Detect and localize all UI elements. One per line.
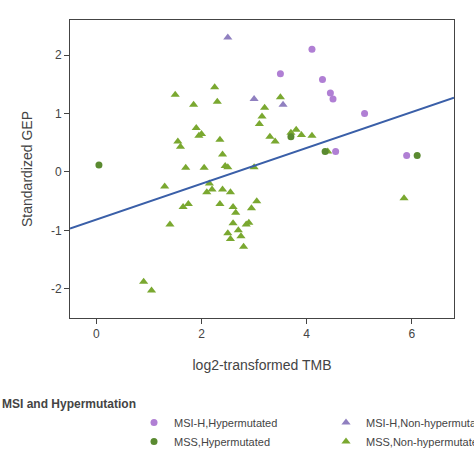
svg-text:MSI and Hypermutation: MSI and Hypermutation [2, 397, 136, 411]
svg-text:MSS,Non-hypermutated: MSS,Non-hypermutated [366, 436, 474, 448]
svg-text:-1: -1 [51, 224, 62, 238]
svg-text:0: 0 [93, 327, 100, 341]
svg-text:Standardized GEP: Standardized GEP [19, 111, 35, 227]
svg-text:2: 2 [198, 327, 205, 341]
svg-text:4: 4 [303, 327, 310, 341]
svg-text:log2-transformed TMB: log2-transformed TMB [192, 357, 331, 373]
svg-text:6: 6 [409, 327, 416, 341]
svg-text:-2: -2 [51, 282, 62, 296]
svg-text:1: 1 [55, 107, 62, 121]
svg-text:MSI-H,Non-hypermutated: MSI-H,Non-hypermutated [366, 417, 474, 429]
svg-text:2: 2 [55, 48, 62, 62]
svg-text:0: 0 [55, 165, 62, 179]
svg-text:MSI-H,Hypermutated: MSI-H,Hypermutated [174, 417, 277, 429]
svg-text:MSS,Hypermutated: MSS,Hypermutated [174, 436, 270, 448]
